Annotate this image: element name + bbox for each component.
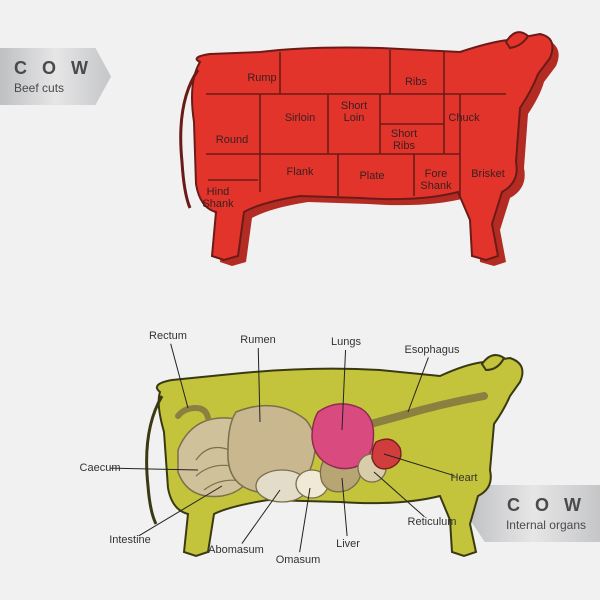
beef-cuts-diagram: RumpSirloinShortLoinRibsChuckRoundShortR… xyxy=(0,12,600,292)
internal-organs-diagram: RectumRumenLungsEsophagusCaecumHeartInte… xyxy=(0,300,600,580)
organ-heart xyxy=(372,439,401,469)
beef-cow-svg xyxy=(0,12,600,292)
organ-cow-svg xyxy=(0,300,600,580)
